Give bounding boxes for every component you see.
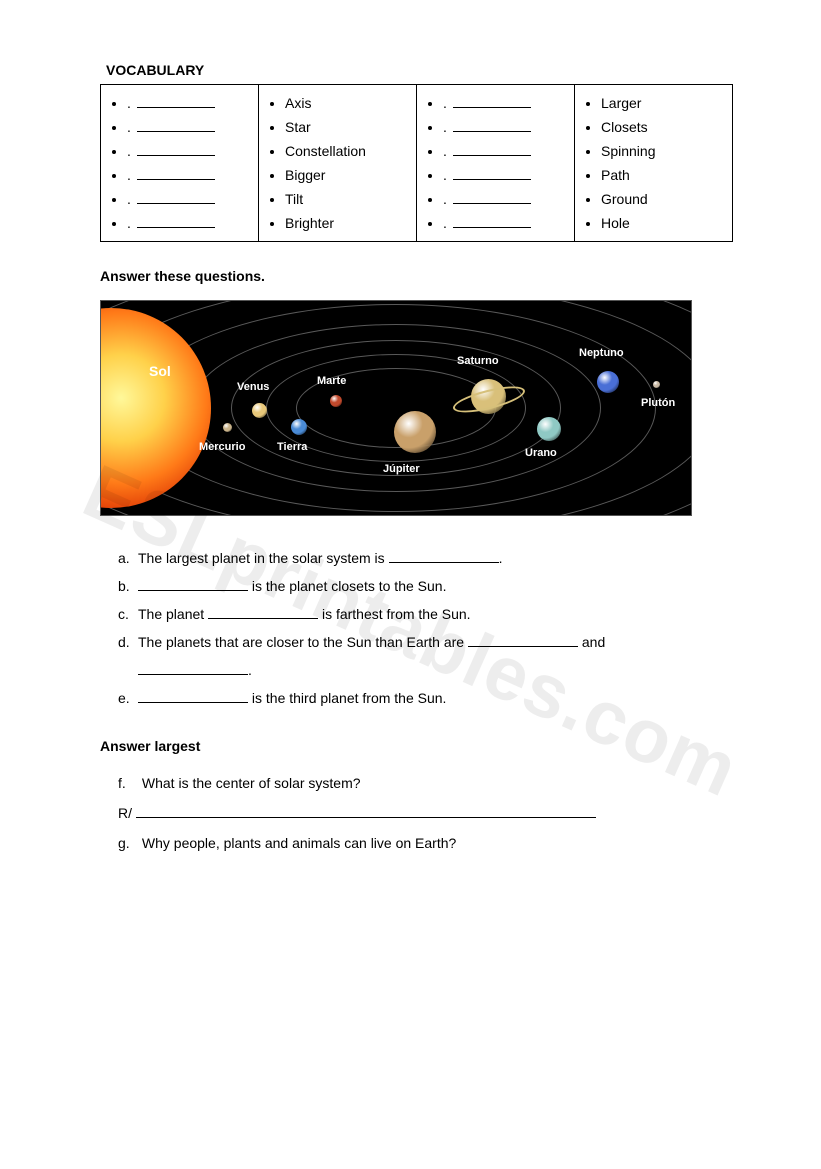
q-text-g: Why people, plants and animals can live … [142,835,456,851]
vocab-blank[interactable] [453,107,531,108]
vocab-blank[interactable] [137,203,215,204]
q-letter-f: f. [118,775,138,791]
question-item: b. is the planet closets to the Sun. [118,572,733,600]
vocab-blank[interactable] [453,203,531,204]
vocab-blank[interactable] [453,155,531,156]
vocab-word-item: Axis [285,91,406,115]
question-item: c.The planet is farthest from the Sun. [118,600,733,628]
vocab-blank-item: . [127,139,248,163]
vocab-blank-item: . [443,211,564,235]
q-letter-spacer [118,662,138,678]
q-letter: d. [118,634,138,650]
vocab-col-1: . . . . . . [101,85,259,242]
vocab-col-3: . . . . . . [417,85,575,242]
planet-label: Urano [525,447,557,459]
planet-neptuno [597,371,619,393]
vocab-word-item: Spinning [601,139,722,163]
vocab-word-item: Star [285,115,406,139]
question-item: d.The planets that are closer to the Sun… [118,628,733,656]
vocab-word-item: Hole [601,211,722,235]
sun-label: Sol [149,363,171,379]
q-text-f: What is the center of solar system? [142,775,361,791]
q-letter: a. [118,550,138,566]
vocab-word-item: Ground [601,187,722,211]
vocab-blank[interactable] [137,155,215,156]
vocab-blank-item: . [127,187,248,211]
vocab-col-2: AxisStarConstellationBiggerTiltBrighter [259,85,417,242]
vocab-blank[interactable] [453,179,531,180]
vocab-blank-item: . [127,91,248,115]
vocab-blank-item: . [127,163,248,187]
fill-blank[interactable] [138,674,248,675]
q-letter: e. [118,690,138,706]
vocab-word-item: Constellation [285,139,406,163]
vocab-table: . . . . . . AxisStarConstellationBiggerT… [100,84,733,242]
fill-blank[interactable] [138,590,248,591]
vocab-blank-item: . [127,115,248,139]
vocab-blank-item: . [127,211,248,235]
planet-urano [537,417,561,441]
vocab-word-item: Closets [601,115,722,139]
planet-label: Neptuno [579,347,624,359]
vocab-word-item: Brighter [285,211,406,235]
fill-blank[interactable] [468,646,578,647]
planet-marte [330,395,342,407]
planet-label: Mercurio [199,441,245,453]
r-prefix: R/ [118,805,132,821]
vocab-blank[interactable] [137,227,215,228]
vocab-blank[interactable] [137,107,215,108]
question-item: e. is the third planet from the Sun. [118,684,733,712]
vocab-blank-item: . [443,91,564,115]
question-item-cont: . [118,656,733,684]
vocab-blank-item: . [443,139,564,163]
vocab-blank[interactable] [453,131,531,132]
question-f: f. What is the center of solar system? [118,768,733,798]
planet-label: Marte [317,375,346,387]
answer-blank-f[interactable] [136,817,596,818]
vocab-blank[interactable] [453,227,531,228]
q-letter: c. [118,606,138,622]
vocab-word-item: Tilt [285,187,406,211]
vocab-word-item: Bigger [285,163,406,187]
planet-tierra [291,419,307,435]
open-questions: f. What is the center of solar system? R… [100,768,733,858]
solar-system-illustration: Sol Mercurio Venus Tierra Marte Júpiter Satur… [100,300,692,516]
fill-blank[interactable] [138,702,248,703]
vocab-blank[interactable] [137,179,215,180]
question-g: g. Why people, plants and animals can li… [118,828,733,858]
planet-label: Saturno [457,355,499,367]
planet-label: Júpiter [383,463,420,475]
q-letter: b. [118,578,138,594]
planet-label: Plutón [641,397,675,409]
fill-blank[interactable] [208,618,318,619]
vocab-word-item: Path [601,163,722,187]
fill-questions: a.The largest planet in the solar system… [100,544,733,712]
answer-line-f: R/ [118,798,733,828]
planet-mercurio [223,423,232,432]
vocab-heading: VOCABULARY [106,62,733,78]
fill-blank[interactable] [389,562,499,563]
vocab-blank-item: . [443,163,564,187]
planet-plutón [653,381,660,388]
planet-júpiter [394,411,436,453]
planet-label: Venus [237,381,269,393]
planet-venus [252,403,267,418]
question-item: a.The largest planet in the solar system… [118,544,733,572]
vocab-blank[interactable] [137,131,215,132]
planet-label: Tierra [277,441,307,453]
vocab-blank-item: . [443,115,564,139]
sub-heading: Answer largest [100,738,733,754]
vocab-word-item: Larger [601,91,722,115]
q-letter-g: g. [118,835,138,851]
instruction-answer-questions: Answer these questions. [100,268,733,284]
vocab-blank-item: . [443,187,564,211]
vocab-col-4: LargerClosetsSpinningPathGroundHole [575,85,733,242]
